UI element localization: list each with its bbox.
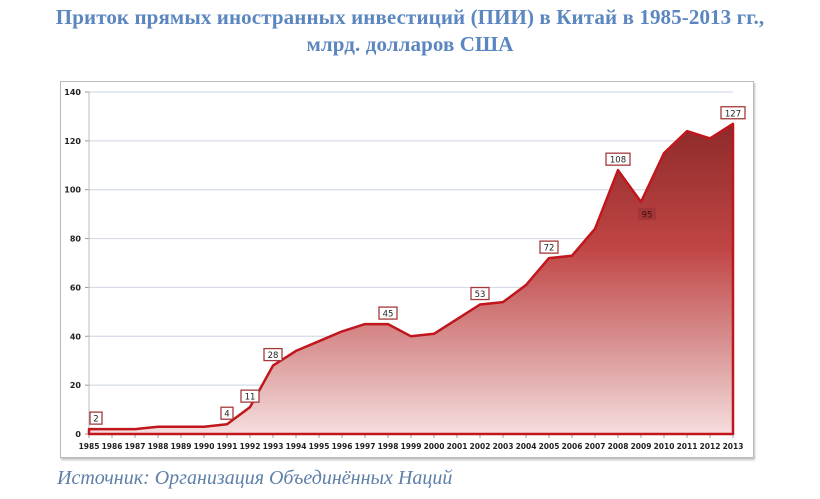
y-tick-label: 0 (75, 430, 81, 439)
svg-text:4: 4 (224, 410, 229, 420)
svg-text:2: 2 (93, 415, 98, 425)
data-label: 11 (240, 389, 260, 403)
y-tick-label: 80 (70, 235, 82, 244)
x-tick-label: 2008 (608, 442, 629, 451)
x-tick-label: 1991 (217, 442, 238, 451)
svg-text:108: 108 (610, 156, 626, 166)
y-tick-label: 140 (64, 88, 81, 97)
x-tick-label: 1998 (378, 442, 399, 451)
data-label: 45 (378, 306, 398, 320)
x-axis: 1985 1986 1987 1988 1989 1990 1991 1992 1993 1994… (79, 433, 744, 451)
x-tick-label: 1989 (171, 442, 192, 451)
chart-title-line-2: млрд. долларов США (306, 32, 514, 56)
svg-text:95: 95 (642, 210, 653, 220)
x-tick-label: 2006 (562, 442, 583, 451)
x-tick-label: 1988 (148, 442, 169, 451)
source-note: Источник: Организация Объединённых Наций (57, 467, 453, 489)
data-label: 28 (263, 347, 283, 362)
data-label: 95 (638, 207, 656, 220)
x-tick-label: 1999 (401, 442, 422, 451)
x-tick-label: 1993 (263, 442, 284, 451)
data-area (87, 122, 735, 436)
y-tick-label: 20 (70, 381, 82, 390)
x-tick-label: 2001 (447, 442, 468, 451)
svg-text:45: 45 (383, 310, 394, 320)
y-tick-label: 60 (70, 283, 82, 292)
x-tick-label: 2011 (677, 442, 698, 451)
y-axis: 0 20 40 60 80 100 120 140 (64, 88, 90, 439)
data-label: 2 (89, 411, 103, 425)
y-tick-label: 40 (70, 332, 82, 341)
x-tick-label: 2009 (631, 442, 652, 451)
data-label: 72 (539, 240, 559, 254)
chart-title: Приток прямых иностранных инвестиций (ПИ… (0, 4, 820, 58)
x-tick-label: 2004 (516, 442, 537, 451)
x-tick-label: 1997 (355, 442, 376, 451)
svg-text:127: 127 (725, 109, 741, 119)
x-tick-label: 1994 (286, 442, 307, 451)
data-label: 127 (720, 106, 746, 120)
data-labels: 2 4 11 28 45 53 72 108 95 127 (89, 106, 746, 425)
x-tick-label: 1985 (79, 442, 100, 451)
area-series (87, 122, 735, 436)
chart-title-line-1: Приток прямых иностранных инвестиций (ПИ… (55, 5, 765, 29)
x-tick-label: 2012 (700, 442, 721, 451)
x-tick-label: 2002 (470, 442, 491, 451)
data-label: 4 (220, 406, 234, 420)
svg-text:28: 28 (268, 351, 279, 361)
x-tick-label: 1990 (194, 442, 215, 451)
x-tick-label: 2013 (723, 442, 744, 451)
x-tick-label: 2007 (585, 442, 606, 451)
x-tick-label: 1987 (125, 442, 146, 451)
svg-text:53: 53 (475, 290, 486, 300)
data-label: 108 (605, 152, 631, 166)
x-tick-label: 2005 (539, 442, 560, 451)
x-tick-label: 2003 (493, 442, 514, 451)
x-tick-label: 1995 (309, 442, 330, 451)
y-tick-label: 120 (64, 137, 81, 146)
x-tick-label: 1986 (102, 442, 123, 451)
y-tick-label: 100 (64, 186, 81, 195)
svg-text:11: 11 (245, 393, 256, 403)
svg-text:72: 72 (544, 244, 555, 254)
x-tick-label: 2010 (654, 442, 675, 451)
x-tick-label: 1992 (240, 442, 261, 451)
x-tick-label: 2000 (424, 442, 445, 451)
data-label: 53 (470, 286, 490, 301)
x-tick-label: 1996 (332, 442, 353, 451)
